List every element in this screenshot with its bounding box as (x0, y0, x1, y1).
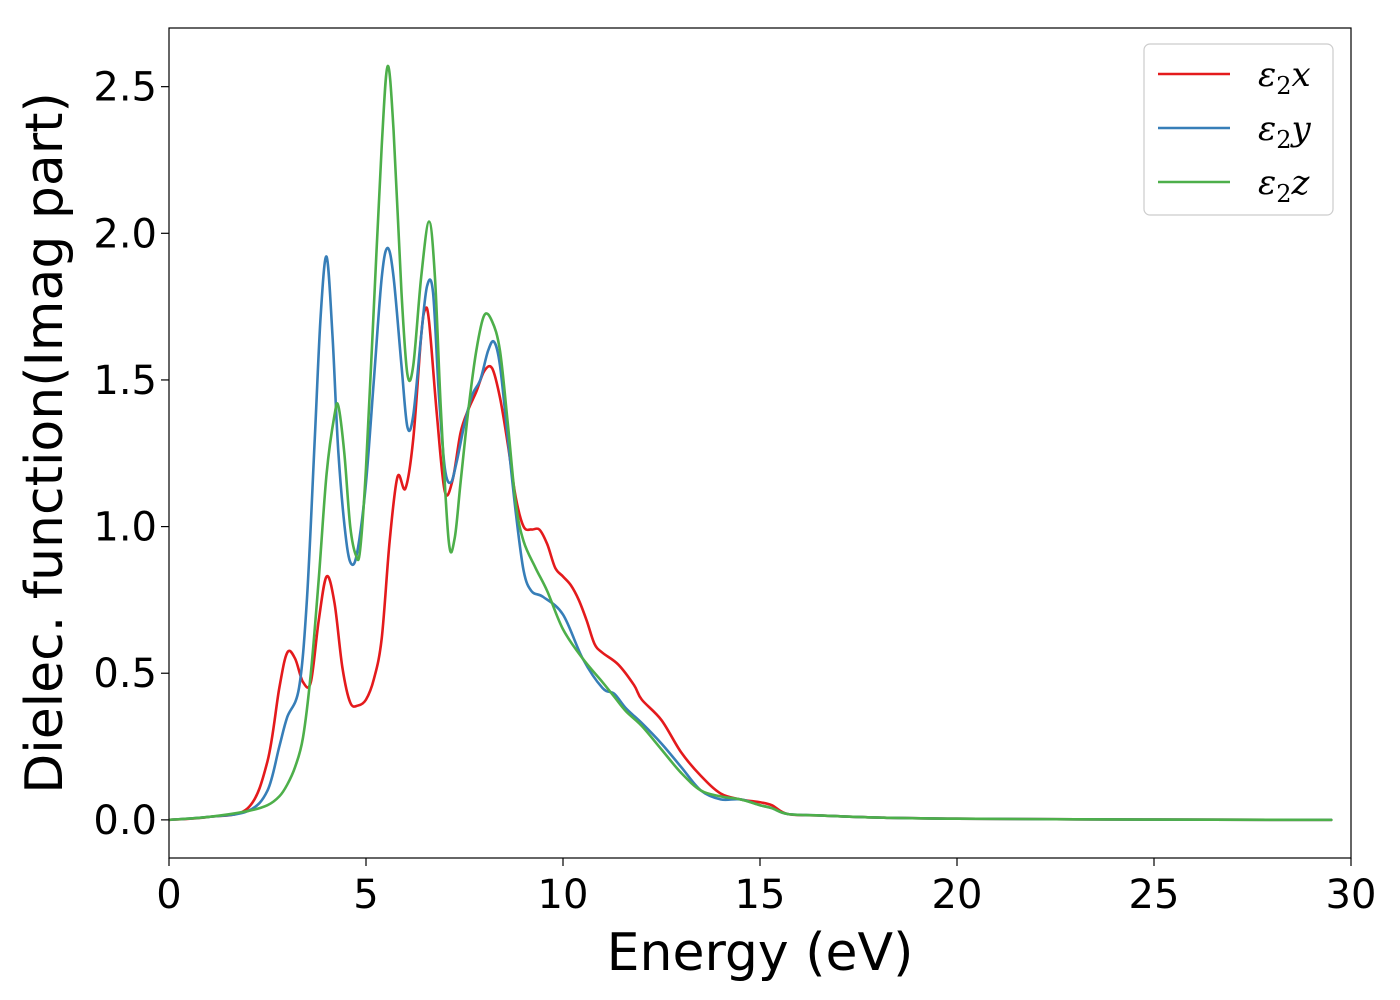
legend-box (1143, 43, 1334, 216)
x-tick-label: 30 (1326, 872, 1377, 918)
legend-entry-label: ε2y (1258, 109, 1312, 154)
x-tick-label: 10 (538, 872, 589, 918)
x-axis-ticks: 0 5 10 15 20 25 30 (156, 858, 1376, 918)
y-tick-label: 1.0 (93, 505, 157, 551)
x-tick-label: 5 (353, 872, 378, 918)
y-tick-label: 2.0 (93, 211, 157, 257)
y-tick-label: 0.0 (93, 798, 157, 844)
x-tick-label: 15 (735, 872, 786, 918)
y-axis-label: Dielec. function(Imag part) (15, 92, 75, 794)
x-tick-label: 20 (932, 872, 983, 918)
series-line-eps2x (169, 306, 1333, 822)
series-line-eps2y (169, 246, 1333, 822)
y-tick-label: 0.5 (93, 651, 157, 697)
y-tick-label: 2.5 (93, 65, 157, 111)
x-tick-label: 0 (156, 872, 181, 918)
x-axis-label: Energy (eV) (607, 923, 914, 983)
y-axis-ticks: 0.0 0.5 1.0 1.5 2.0 2.5 (93, 65, 169, 844)
x-tick-label: 25 (1129, 872, 1180, 918)
legend-entry-label: ε2z (1258, 163, 1311, 208)
series-line-eps2z (169, 64, 1333, 822)
plot-area (168, 27, 1352, 859)
legend: ε2x ε2y ε2z (1143, 43, 1334, 216)
y-tick-label: 1.5 (93, 358, 157, 404)
legend-entry-label: ε2x (1258, 55, 1311, 100)
series-layer (169, 64, 1333, 822)
